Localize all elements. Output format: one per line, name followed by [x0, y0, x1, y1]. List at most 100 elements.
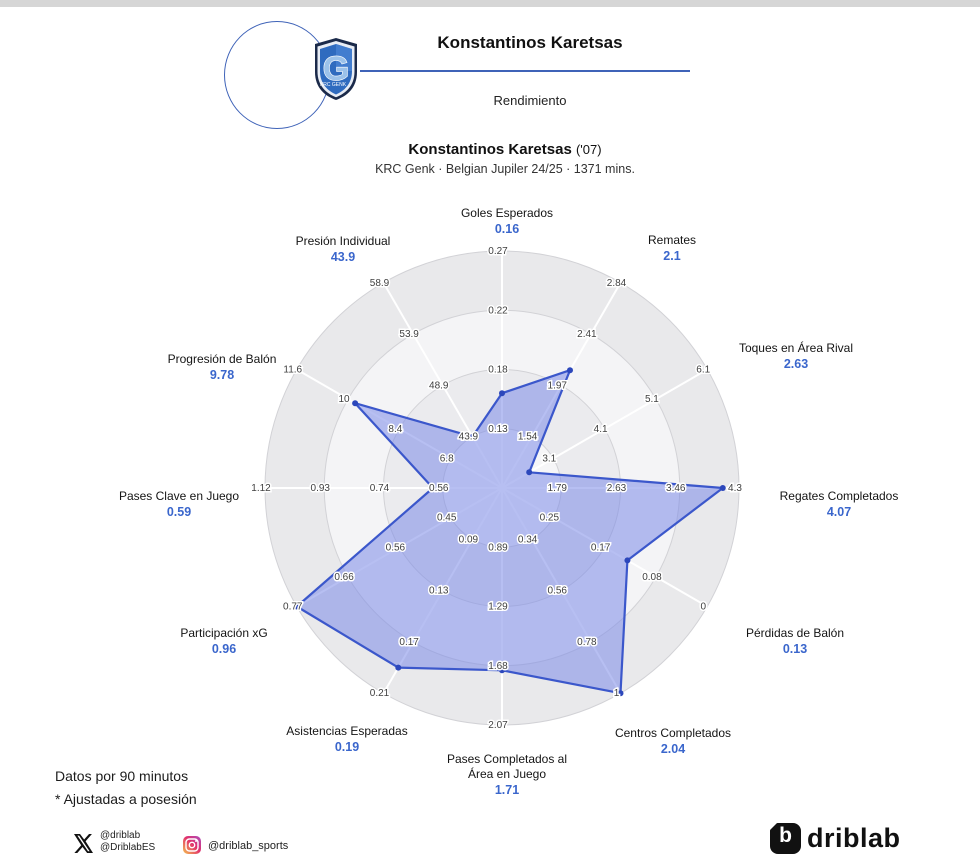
- axis-label: Remates: [647, 233, 697, 247]
- radar-tick-label: 3.46: [666, 483, 686, 494]
- axis-label-block: Regates Completados 4.07: [727, 489, 951, 520]
- axis-label-block: Remates 2.1: [560, 233, 784, 264]
- axis-label-block: Goles Esperados 0.16: [395, 206, 619, 237]
- footnote-per-90: Datos por 90 minutos: [55, 768, 189, 784]
- radar-vertex-dot: [352, 400, 359, 407]
- axis-value: 0.13: [782, 642, 808, 656]
- radar-tick-label: 1.12: [251, 483, 271, 494]
- axis-value: 1.71: [494, 783, 520, 797]
- axis-label-block: Pases Clave en Juego 0.59: [67, 489, 291, 520]
- axis-label-block: Pérdidas de Balón 0.13: [683, 626, 907, 657]
- radar-tick-label: 0: [700, 602, 706, 613]
- axis-label: Área en Juego: [467, 767, 547, 781]
- axis-label: Pérdidas de Balón: [745, 626, 845, 640]
- x-handle-2: @DriblabES: [100, 842, 156, 853]
- radar-tick-label: 2.41: [577, 329, 597, 340]
- axis-label-block: Pases Completados al Área en Juego 1.71: [395, 752, 619, 798]
- axis-label: Asistencias Esperadas: [286, 724, 408, 738]
- radar-tick-label: 0.78: [577, 637, 597, 648]
- axis-label: Goles Esperados: [460, 206, 554, 220]
- radar-tick-label: 0.17: [591, 542, 611, 553]
- radar-vertex-dot: [567, 367, 574, 374]
- radar-tick-label: 11.6: [283, 365, 302, 376]
- axis-label-block: Centros Completados 2.04: [561, 726, 785, 757]
- radar-tick-label: 10: [339, 394, 351, 405]
- driblab-logo: b driblab: [770, 823, 901, 854]
- radar-tick-label: 1.97: [548, 380, 568, 391]
- radar-tick-label: 0.09: [459, 534, 479, 545]
- axis-label: Regates Completados: [779, 489, 899, 503]
- radar-vertex-dot: [617, 690, 624, 697]
- axis-value: 9.78: [209, 368, 235, 382]
- radar-tick-label: 43.9: [459, 432, 479, 443]
- radar-tick-label: 0.18: [488, 365, 508, 376]
- section-label: Rendimiento: [493, 93, 567, 108]
- radar-tick-label: 1.79: [548, 483, 568, 494]
- radar-tick-label: 0.56: [548, 586, 568, 597]
- chart-meta: KRC Genk · Belgian Jupiler 24/25 · 1371 …: [375, 162, 635, 176]
- axis-value: 2.1: [663, 249, 681, 263]
- axis-value: 0.59: [166, 505, 192, 519]
- radar-tick-label: 0.08: [642, 572, 662, 583]
- page-title: Konstantinos Karetsas: [437, 33, 623, 52]
- axis-label: Pases Clave en Juego: [118, 489, 240, 503]
- radar-tick-label: 2.07: [488, 720, 508, 731]
- radar-tick-label: 0.22: [488, 305, 508, 316]
- axis-value: 0.16: [494, 222, 520, 236]
- chart-player-name: Konstantinos Karetsas: [408, 141, 572, 158]
- driblab-logo-text: driblab: [807, 823, 901, 853]
- radar-tick-label: 0.77: [283, 602, 303, 613]
- radar-tick-label: 0.89: [488, 542, 508, 553]
- radar-vertex-dot: [293, 603, 300, 610]
- radar-tick-label: 0.21: [370, 688, 390, 699]
- radar-vertex-dot: [429, 485, 436, 491]
- axis-label: Participación xG: [180, 626, 268, 640]
- driblab-logo-icon: b: [770, 823, 801, 854]
- radar-vertex-dot: [469, 433, 476, 440]
- header-divider-line: [360, 70, 690, 72]
- x-twitter-icon: [74, 834, 93, 853]
- radar-tick-label: 0.66: [334, 572, 354, 583]
- radar-vertex-dot: [499, 390, 505, 397]
- axis-value: 4.07: [826, 505, 852, 519]
- radar-vertex-dot: [395, 664, 402, 671]
- axis-label-block: Asistencias Esperadas 0.19: [235, 724, 459, 755]
- radar-tick-label: 0.56: [429, 483, 449, 494]
- svg-text:KRC GENK: KRC GENK: [320, 82, 347, 88]
- axis-value: 0.96: [211, 642, 237, 656]
- footnote-possession: * Ajustadas a posesión: [55, 791, 197, 807]
- chart-title: Konstantinos Karetsas ('07): [205, 141, 805, 158]
- radar-tick-label: 2.63: [607, 483, 627, 494]
- radar-tick-label: 1.29: [488, 602, 508, 613]
- radar-vertex-dot: [526, 469, 533, 476]
- axis-label: Pases Completados al: [446, 752, 568, 766]
- axis-value: 0.19: [334, 740, 360, 754]
- radar-tick-label: 58.9: [370, 278, 390, 289]
- x-handle-1: @driblab: [100, 830, 141, 841]
- instagram-handle: @driblab_sports: [208, 840, 289, 852]
- radar-tick-label: 0.45: [437, 513, 457, 524]
- radar-tick-label: 6.1: [696, 365, 710, 376]
- radar-tick-label: 0.27: [488, 246, 508, 257]
- radar-tick-label: 0.25: [540, 513, 560, 524]
- radar-tick-label: 2.84: [607, 278, 627, 289]
- axis-label-block: Progresión de Balón 9.78: [110, 352, 334, 383]
- axis-value: 43.9: [330, 250, 356, 264]
- radar-tick-label: 0.56: [386, 542, 406, 553]
- radar-tick-label: 0.13: [429, 586, 449, 597]
- radar-tick-label: 0.93: [311, 483, 331, 494]
- radar-vertex-dot: [624, 557, 631, 564]
- axis-value: 2.04: [660, 742, 686, 756]
- radar-tick-label: 3.1: [542, 453, 556, 464]
- radar-tick-label: 1.68: [488, 661, 508, 672]
- x-handles: @driblab @DriblabES: [100, 830, 155, 854]
- axis-value: 2.63: [783, 357, 809, 371]
- instagram-icon: [183, 836, 201, 854]
- krc-genk-crest-icon: G KRC GENK: [315, 38, 357, 100]
- radar-tick-label: 4.3: [728, 483, 742, 494]
- radar-tick-label: 53.9: [399, 329, 419, 340]
- axis-label: Progresión de Balón: [167, 352, 277, 366]
- radar-tick-label: 0.34: [518, 534, 538, 545]
- radar-vertex-dot: [719, 485, 726, 491]
